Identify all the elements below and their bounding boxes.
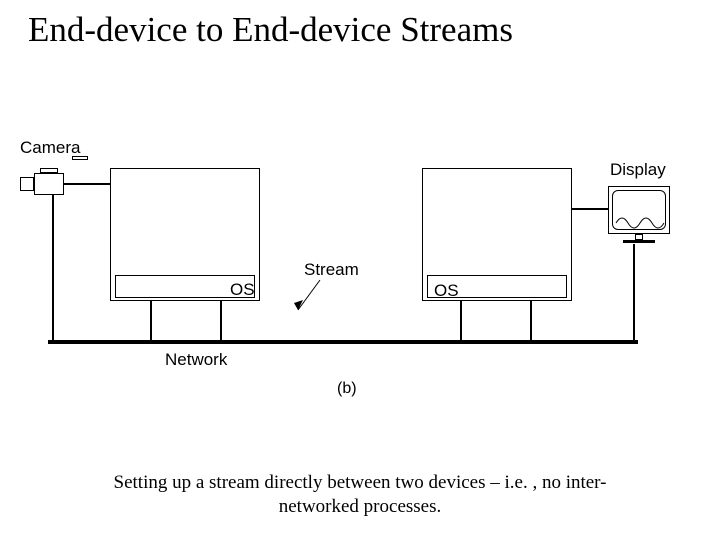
stream-label: Stream <box>304 260 359 280</box>
cable-left-2 <box>220 301 222 341</box>
cable-display <box>633 244 635 341</box>
slide-title: End-device to End-device Streams <box>28 10 513 50</box>
camera-connector <box>64 183 110 185</box>
caption-line-2: networked processes. <box>279 496 442 517</box>
monitor-screen <box>612 190 666 230</box>
network-bar <box>48 340 638 344</box>
monitor-connector <box>572 208 608 210</box>
caption-line-1: Setting up a stream directly between two… <box>114 472 607 493</box>
cable-left-1 <box>150 301 152 341</box>
camera-top <box>40 168 58 173</box>
slide: End-device to End-device Streams Camera … <box>0 0 720 540</box>
caption: Setting up a stream directly between two… <box>0 471 720 519</box>
cable-right-1 <box>460 301 462 341</box>
display-label: Display <box>610 160 666 180</box>
stream-arrow <box>0 0 720 540</box>
cable-right-2 <box>530 301 532 341</box>
os-left-label: OS <box>230 280 255 300</box>
camera-body <box>34 173 64 195</box>
camera-label: Camera <box>20 138 80 158</box>
monitor-foot <box>623 240 655 243</box>
figure-b-label: (b) <box>337 380 357 398</box>
network-label: Network <box>165 350 227 370</box>
os-right-label: OS <box>434 281 459 301</box>
camera-lens <box>20 177 34 191</box>
cable-camera <box>52 195 54 341</box>
